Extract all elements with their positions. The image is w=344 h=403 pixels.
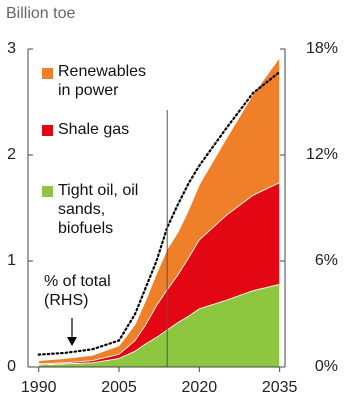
legend-swatch — [42, 68, 53, 79]
x-tick-label: 2005 — [101, 379, 137, 396]
annotation: % of total (RHS) — [44, 273, 111, 309]
legend-label: Shale gas — [58, 121, 130, 138]
legend-swatch — [42, 125, 53, 136]
legend-swatch — [42, 186, 53, 197]
y-tick-label: 2 — [7, 146, 16, 163]
y-tick-label: 1 — [7, 252, 16, 269]
legend-label: Tight oil, oil sands, biofuels — [58, 182, 139, 237]
legend-label: Renewables in power — [58, 63, 147, 99]
line — [37, 70, 281, 356]
y-axis-label: Billion toe — [6, 5, 75, 22]
y-tick-label: 3 — [7, 40, 16, 57]
y2-tick-label: 18% — [306, 40, 338, 57]
area — [38, 56, 281, 365]
y-tick-label: 0 — [7, 358, 16, 375]
y2-tick-label: 12% — [306, 146, 338, 163]
y2-tick-label: 0% — [315, 358, 338, 375]
annotation-arrowhead — [67, 337, 77, 346]
x-tick-label: 2035 — [262, 379, 298, 396]
x-tick-label: 2020 — [182, 379, 218, 396]
x-tick-label: 1990 — [21, 379, 57, 396]
y2-tick-label: 6% — [315, 252, 338, 269]
